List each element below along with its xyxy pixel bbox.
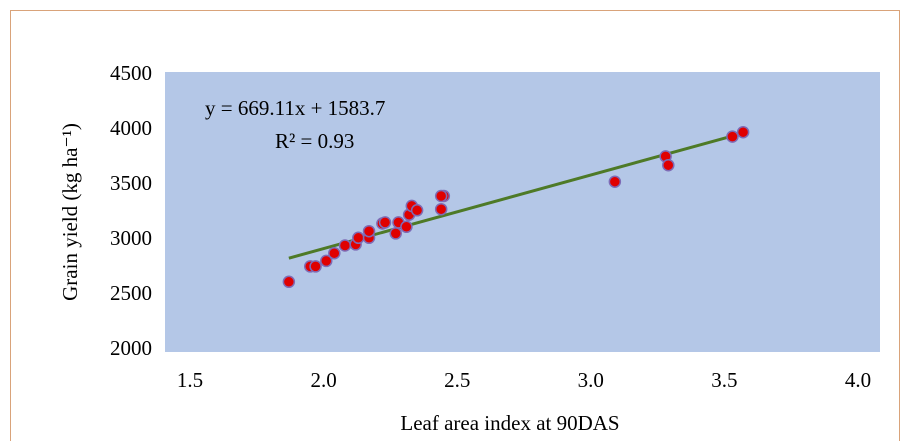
data-point bbox=[338, 239, 352, 252]
trendline-equation: y = 669.11x + 1583.7 bbox=[205, 96, 385, 120]
data-point bbox=[309, 260, 322, 273]
y-tick-label: 2000 bbox=[110, 336, 152, 360]
data-point bbox=[282, 275, 296, 289]
y-tick-label: 3500 bbox=[110, 171, 152, 195]
data-point bbox=[320, 254, 333, 268]
x-tick-label: 3.0 bbox=[578, 368, 604, 392]
x-tick-label: 1.5 bbox=[177, 368, 203, 392]
x-tick-label: 3.5 bbox=[711, 368, 737, 392]
data-point bbox=[378, 216, 392, 229]
data-point bbox=[434, 189, 448, 203]
data-point bbox=[389, 227, 402, 240]
x-tick-label: 4.0 bbox=[845, 368, 871, 392]
x-tick-label: 2.0 bbox=[310, 368, 336, 392]
y-tick-label: 4000 bbox=[110, 116, 152, 140]
data-point bbox=[400, 220, 413, 234]
x-tick-label: 2.5 bbox=[444, 368, 470, 392]
y-tick-label: 2500 bbox=[110, 281, 152, 305]
data-point bbox=[362, 224, 376, 238]
x-axis-label: Leaf area index at 90DAS bbox=[400, 411, 619, 435]
data-point bbox=[352, 231, 365, 245]
y-tick-label: 3000 bbox=[110, 226, 152, 250]
data-point bbox=[736, 125, 750, 139]
y-axis-label: Grain yield (kg ha⁻¹) bbox=[58, 123, 82, 301]
data-point bbox=[434, 202, 448, 216]
data-point bbox=[328, 246, 341, 260]
plot-area bbox=[165, 72, 880, 352]
data-point bbox=[608, 175, 622, 188]
r-squared: R² = 0.93 bbox=[275, 129, 354, 153]
data-point bbox=[726, 130, 739, 143]
data-point bbox=[410, 204, 424, 217]
data-point bbox=[662, 158, 675, 172]
y-tick-label: 4500 bbox=[110, 61, 152, 85]
